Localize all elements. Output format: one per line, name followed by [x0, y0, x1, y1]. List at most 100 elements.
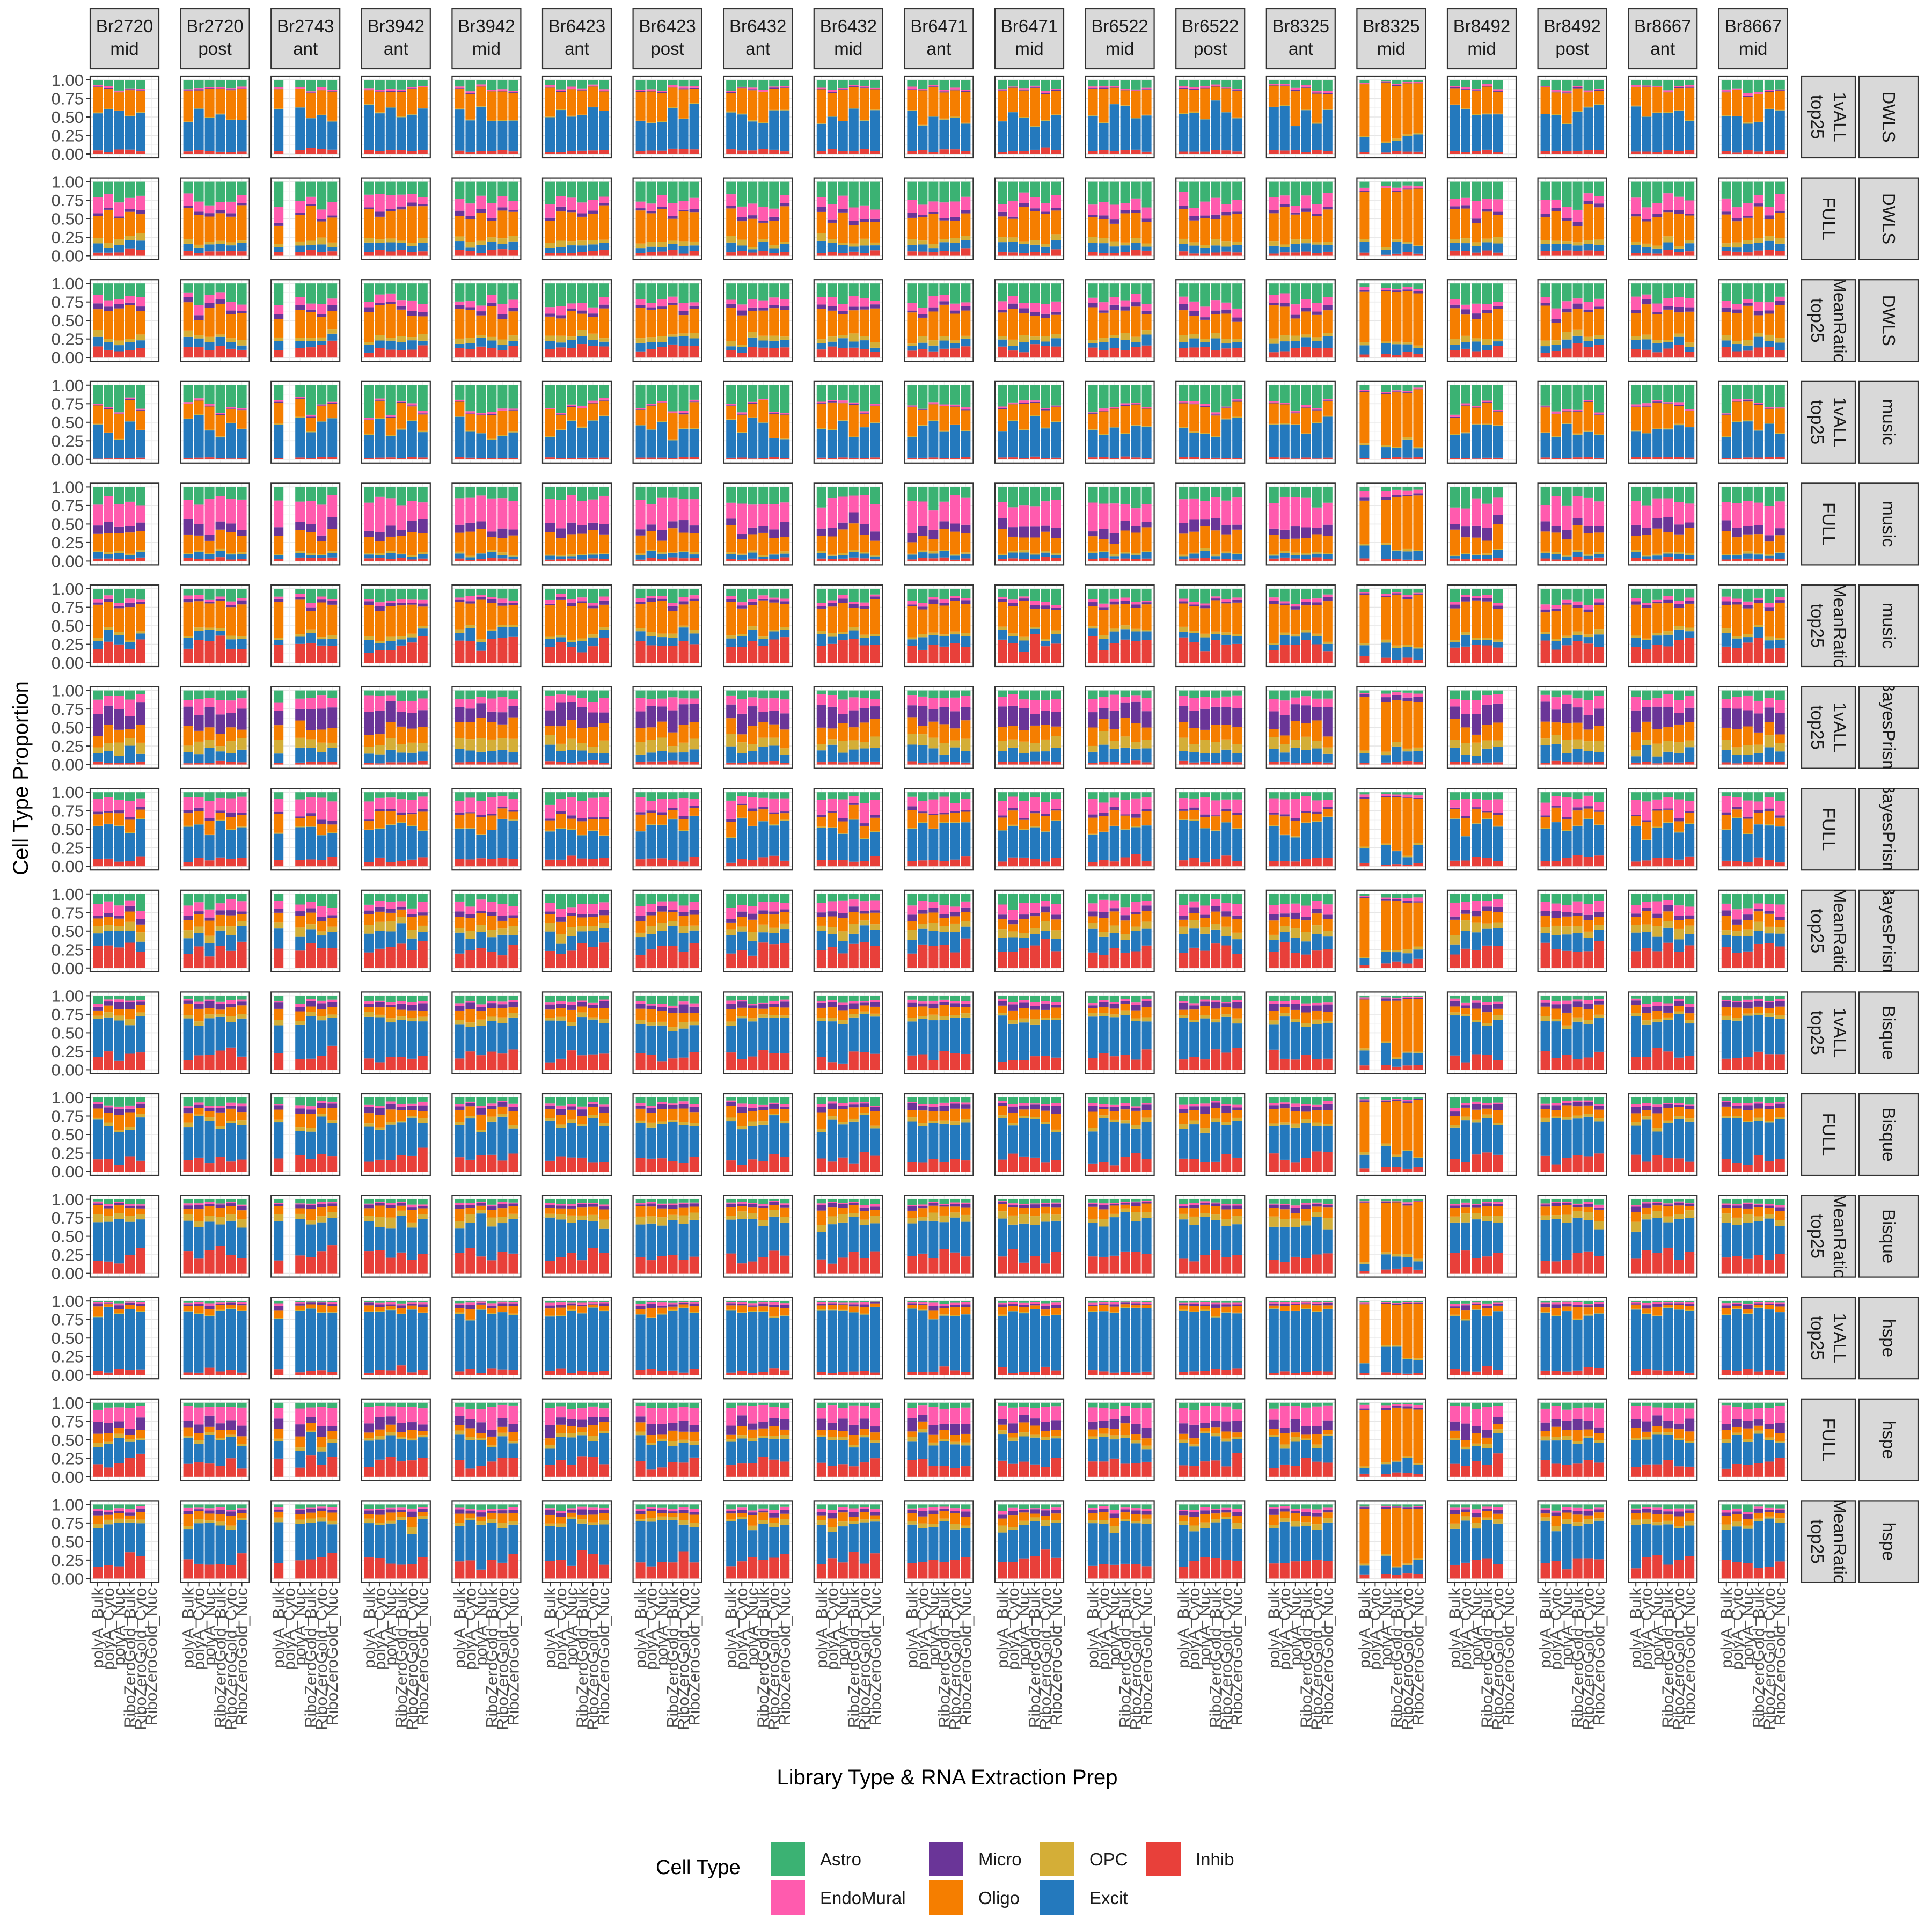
bar-segment-endomural: [204, 499, 215, 535]
bar-segment-astro: [769, 385, 779, 412]
bar-segment-astro: [487, 283, 497, 295]
bar-segment-opc: [950, 238, 960, 243]
bar-segment-endomural: [668, 296, 678, 303]
bar-segment-inhib: [455, 457, 465, 459]
bar-segment-inhib: [1008, 457, 1018, 459]
bar-segment-opc: [678, 333, 689, 336]
bar-segment-endomural: [1030, 303, 1040, 312]
bar-segment-micro: [689, 209, 699, 213]
bar-segment-micro: [646, 210, 656, 214]
bar-segment-opc: [870, 555, 880, 557]
bar-segment-endomural: [476, 305, 486, 312]
bar-segment-micro: [1594, 306, 1604, 309]
bar-segment-opc: [1030, 336, 1040, 340]
bar-segment-astro: [1472, 385, 1481, 406]
bar-segment-opc: [215, 548, 225, 551]
bar-segment-oligo: [1109, 87, 1119, 104]
bar-segment-endomural: [1764, 90, 1774, 91]
bar-segment-opc: [1051, 114, 1061, 115]
bar-segment-endomural: [545, 408, 555, 409]
facet-panel: [1718, 75, 1788, 159]
bar-segment-astro: [838, 80, 848, 89]
bar-segment-inhib: [204, 559, 215, 561]
bar-segment-excit: [1572, 434, 1583, 458]
bar-segment-astro: [1642, 385, 1652, 404]
bar-segment-excit: [1413, 448, 1423, 457]
bar-segment-astro: [1562, 80, 1572, 91]
bar-segment-endomural: [1743, 298, 1753, 303]
bar-segment-endomural: [1642, 85, 1652, 87]
bar-segment-astro: [114, 385, 124, 413]
bar-segment-inhib: [465, 251, 475, 256]
bar-segment-endomural: [1674, 297, 1684, 307]
bar-segment-opc: [1472, 242, 1481, 246]
bar-segment-micro: [737, 534, 747, 539]
bar-segment-opc: [114, 239, 124, 245]
bar-segment-excit: [93, 336, 103, 347]
bar-segment-micro: [1019, 402, 1029, 404]
bar-segment-oligo: [104, 409, 113, 433]
bar-segment-inhib: [657, 559, 667, 561]
bar-segment-inhib: [306, 148, 316, 154]
bar-segment-oligo: [396, 536, 406, 554]
bar-segment-endomural: [961, 302, 971, 306]
bar-segment-opc: [1732, 242, 1742, 248]
bar-segment-astro: [928, 283, 939, 296]
bar-segment-oligo: [928, 311, 939, 341]
bar-segment-endomural: [1232, 308, 1242, 318]
bar-segment-excit: [1301, 434, 1311, 458]
bar-segment-opc: [918, 550, 928, 553]
bar-segment-inhib: [1721, 151, 1731, 154]
bar-segment-micro: [737, 217, 747, 222]
bar-segment-micro: [1674, 210, 1684, 214]
bar-segment-opc: [726, 552, 736, 554]
bar-segment-inhib: [838, 348, 848, 358]
bar-segment-inhib: [1493, 152, 1503, 154]
bar-segment-endomural: [928, 296, 939, 308]
bar-segment-micro: [1721, 91, 1731, 93]
bar-segment-endomural: [1141, 407, 1152, 408]
bar-segment-endomural: [1732, 304, 1742, 310]
bar-segment-oligo: [1631, 407, 1641, 431]
bar-segment-endomural: [758, 90, 769, 92]
bar-segment-opc: [1572, 111, 1583, 112]
bar-segment-inhib: [1775, 456, 1785, 459]
bar-segment-opc: [194, 414, 204, 415]
facet-panel: [89, 380, 160, 464]
bar-segment-opc: [588, 420, 598, 421]
bar-segment-astro: [1381, 283, 1391, 288]
bar-segment-astro: [1594, 385, 1604, 413]
bar-segment-endomural: [104, 86, 113, 88]
bar-segment-excit: [1764, 109, 1774, 151]
bar-segment-endomural: [226, 302, 236, 311]
bar-segment-inhib: [1269, 253, 1279, 256]
bar-segment-astro: [465, 283, 475, 302]
bar-segment-inhib: [508, 457, 518, 459]
bar-segment-oligo: [1301, 211, 1311, 239]
bar-segment-oligo: [497, 538, 508, 553]
bar-segment-micro: [114, 216, 124, 218]
bar-segment-excit: [1221, 343, 1232, 349]
bar-segment-endomural: [950, 87, 960, 90]
bar-segment-inhib: [465, 151, 475, 154]
bar-segment-opc: [364, 342, 374, 345]
facet-panel: [1628, 279, 1698, 362]
bar-segment-oligo: [758, 532, 769, 555]
bar-segment-astro: [1179, 80, 1189, 86]
bar-segment-astro: [407, 487, 417, 501]
bar-segment-inhib: [407, 252, 417, 256]
bar-segment-astro: [1392, 181, 1402, 188]
bar-segment-oligo: [1392, 192, 1402, 240]
bar-segment-inhib: [816, 558, 826, 561]
bar-segment-astro: [998, 181, 1007, 204]
bar-segment-endomural: [1594, 89, 1604, 90]
bar-segment-endomural: [646, 203, 656, 211]
bar-segment-excit: [1392, 241, 1402, 254]
bar-segment-opc: [689, 428, 699, 429]
bar-segment-endomural: [838, 400, 848, 402]
bar-segment-endomural: [827, 400, 837, 402]
bar-segment-endomural: [1721, 301, 1731, 308]
bar-segment-endomural: [1413, 82, 1423, 83]
bar-segment-astro: [780, 80, 790, 86]
bar-segment-opc: [1402, 342, 1413, 345]
